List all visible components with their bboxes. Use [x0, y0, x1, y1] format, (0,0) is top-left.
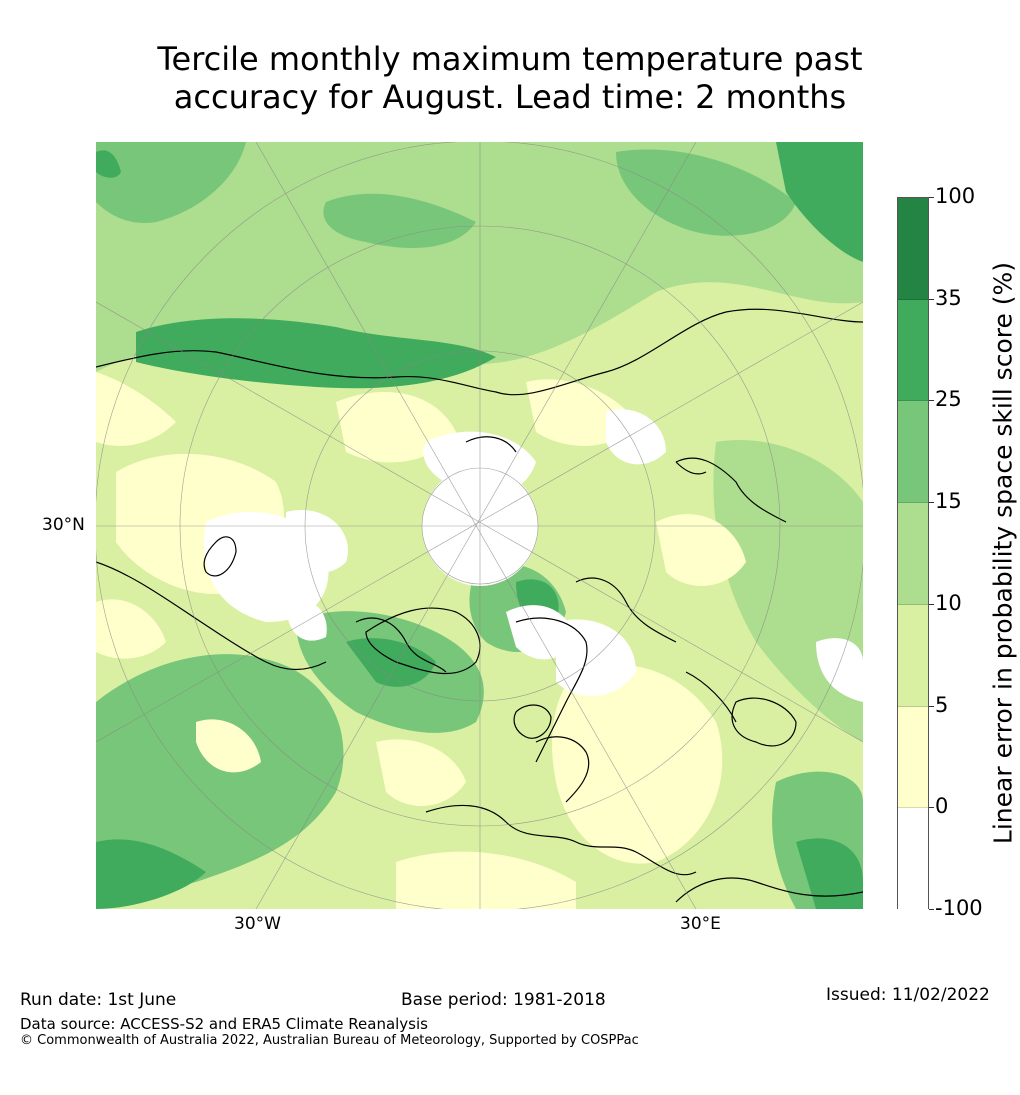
colorbar-tick-mark [929, 909, 934, 910]
colorbar-tick-mark [929, 603, 934, 605]
colorbar-tick-label: 5 [935, 692, 949, 717]
map-svg [96, 142, 863, 909]
colorbar-bin [898, 808, 928, 910]
colorbar-tick-mark [929, 807, 934, 809]
chart-title: Tercile monthly maximum temperature past… [0, 40, 1020, 116]
colorbar-tick-mark [929, 298, 934, 300]
base-period: Base period: 1981-2018 [401, 990, 606, 1010]
negative-skill-regions [204, 409, 863, 702]
colorbar-bin [898, 604, 928, 707]
colorbar-tick-mark [929, 705, 934, 707]
colorbar-bin [898, 198, 928, 300]
colorbar-tick-label: 15 [935, 489, 962, 514]
colorbar-bin [898, 503, 928, 605]
issued-date: Issued: 11/02/2022 [826, 985, 990, 1005]
run-date: Run date: 1st June [20, 990, 177, 1010]
lat-label-30n: 30°N [42, 515, 85, 535]
colorbar-tick-label: 100 [935, 184, 976, 208]
lon-label-30e: 30°E [680, 914, 721, 934]
colorbar-tick-label: 10 [935, 590, 962, 615]
colorbar-label: Linear error in probability space skill … [988, 261, 1018, 845]
colorbar-bin [898, 401, 928, 504]
graticule [96, 142, 863, 909]
polar-map [96, 142, 863, 909]
colorbar [897, 197, 929, 910]
colorbar-tick-label: -100 [935, 896, 983, 920]
colorbar-tick-label: 0 [935, 794, 949, 819]
colorbar-bin [898, 299, 928, 402]
data-source: Data source: ACCESS-S2 and ERA5 Climate … [20, 1015, 428, 1033]
colorbar-tick-label: 25 [935, 387, 962, 412]
coastlines [96, 308, 863, 903]
lon-label-30w: 30°W [234, 914, 281, 934]
colorbar-bin [898, 706, 928, 809]
title-line-2: accuracy for August. Lead time: 2 months [173, 78, 847, 116]
title-line-1: Tercile monthly maximum temperature past [157, 40, 863, 78]
colorbar-tick-mark [929, 197, 934, 198]
copyright: © Commonwealth of Australia 2022, Austra… [20, 1033, 639, 1048]
colorbar-tick-label: 35 [935, 285, 962, 310]
colorbar-tick-mark [929, 502, 934, 504]
colorbar-tick-mark [929, 400, 934, 402]
